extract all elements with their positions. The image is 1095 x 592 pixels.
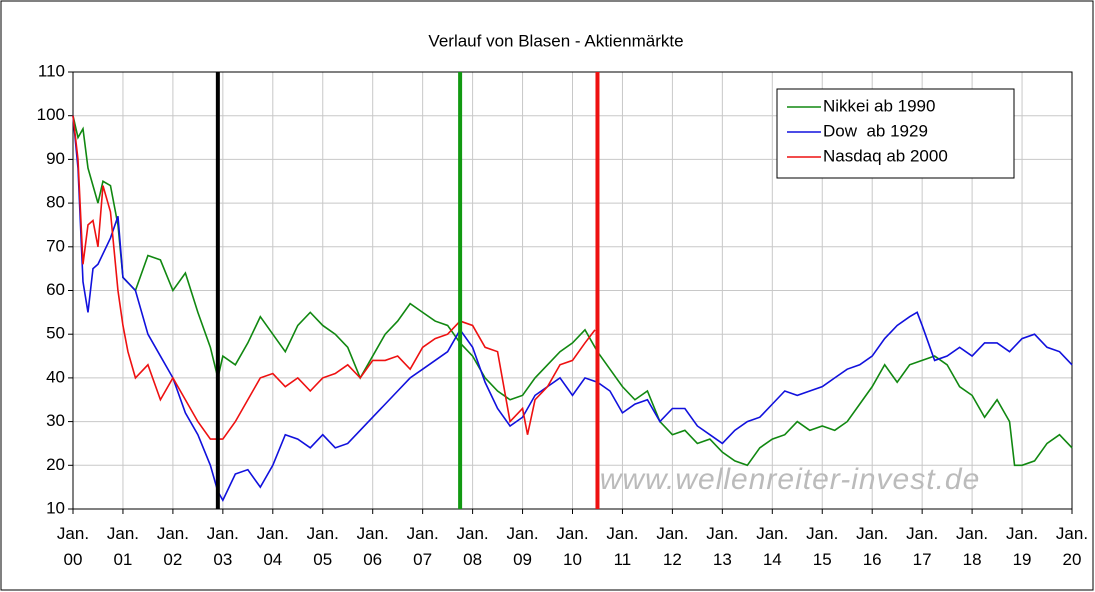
x-tick-label: Jan. 07 — [406, 524, 439, 569]
x-tick-label: Jan. 09 — [506, 524, 539, 569]
x-tick-label: Jan. 20 — [1055, 524, 1089, 569]
legend-label: Dow ab 1929 — [823, 121, 928, 140]
y-tick-label: 100 — [37, 105, 65, 124]
y-tick-label: 90 — [46, 149, 65, 168]
x-tick-label: Jan. 06 — [356, 524, 389, 569]
x-tick-label: Jan. 05 — [306, 524, 339, 569]
x-tick-label: Jan. 00 — [56, 524, 90, 569]
x-tick-label: Jan. 12 — [656, 524, 689, 569]
legend-box — [776, 88, 1015, 179]
x-tick-label: Jan. 15 — [806, 524, 839, 569]
y-tick-label: 40 — [46, 367, 65, 386]
watermark: www.wellenreiter-invest.de — [600, 463, 981, 496]
y-tick-label: 20 — [46, 455, 65, 474]
chart-title: Verlauf von Blasen - Aktienmärkte — [428, 31, 683, 50]
x-tick-label: Jan. 16 — [856, 524, 889, 569]
x-tick-label: Jan. 03 — [206, 524, 239, 569]
x-tick-label: Jan. 08 — [456, 524, 489, 569]
y-tick-label: 80 — [46, 193, 65, 212]
x-tick-label: Jan. 04 — [256, 524, 289, 569]
x-tick-label: Jan. 17 — [906, 524, 939, 569]
x-tick-label: Jan. 13 — [706, 524, 739, 569]
x-tick-label: Jan. 19 — [1005, 524, 1039, 569]
x-tick-label: Jan. 10 — [556, 524, 589, 569]
legend-label: Nikkei ab 1990 — [823, 96, 935, 115]
x-tick-label: Jan. 02 — [156, 524, 189, 569]
y-tick-label: 10 — [46, 498, 65, 517]
plot-frame — [72, 71, 1073, 510]
x-tick-label: Jan. 14 — [756, 524, 789, 569]
x-tick-label: Jan. 11 — [606, 524, 639, 569]
y-tick-label: 60 — [46, 280, 65, 299]
y-tick-label: 70 — [46, 236, 65, 255]
y-tick-label: 30 — [46, 411, 65, 430]
y-tick-label: 50 — [46, 324, 65, 343]
x-tick-label: Jan. 18 — [956, 524, 989, 569]
series-line — [72, 115, 1073, 467]
legend-label: Nasdaq ab 2000 — [823, 146, 948, 165]
y-tick-label: 110 — [38, 61, 65, 80]
x-tick-label: Jan. 01 — [106, 524, 139, 569]
series-line — [72, 115, 596, 440]
